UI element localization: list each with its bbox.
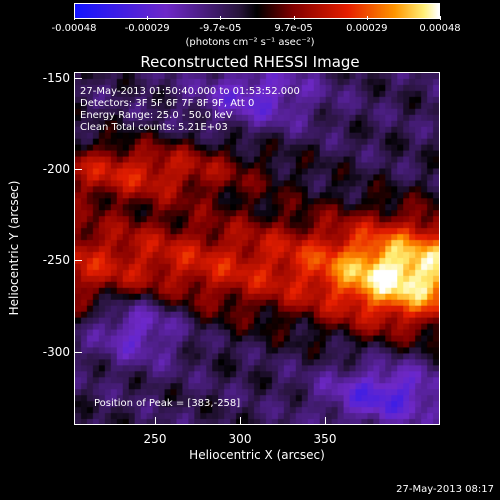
peak-position-label: Position of Peak = [383,-258]	[94, 398, 241, 409]
y-tick-label: -200	[42, 162, 70, 176]
x-tick-label: 300	[228, 432, 252, 446]
y-tick-mark	[74, 260, 82, 261]
colorbar-tick-mark	[147, 16, 149, 20]
info-detectors: Detectors: 3F 5F 6F 7F 8F 9F, Att 0	[80, 98, 255, 109]
render-timestamp: 27-May-2013 08:17	[396, 484, 494, 495]
image-plot	[74, 72, 440, 425]
colorbar-tick-mark	[440, 16, 441, 20]
info-block: 27-May-2013 01:50:40.000 to 01:53:52.000…	[80, 86, 300, 134]
colorbar-tick-label: -0.00029	[124, 23, 170, 34]
colorbar-tick-label: -9.7e-05	[199, 23, 242, 34]
colorbar-tick-label: 9.7e-05	[274, 23, 313, 34]
colorbar-tick-label: 0.00048	[419, 23, 461, 34]
colorbar-tick-label: 0.00029	[346, 23, 388, 34]
x-axis-label: Heliocentric X (arcsec)	[189, 448, 325, 462]
colorbar-tick-mark	[74, 16, 75, 20]
x-tick-mark	[240, 417, 241, 425]
y-tick-label: -150	[42, 71, 70, 85]
info-total-counts: Clean Total counts: 5.21E+03	[80, 122, 228, 133]
info-energy-range: Energy Range: 25.0 - 50.0 keV	[80, 110, 233, 121]
colorbar-units: (photons cm⁻² s⁻¹ asec⁻²)	[185, 37, 315, 48]
rhessi-image-heatmap	[75, 73, 439, 424]
colorbar-tick-label: -0.00048	[51, 23, 97, 34]
y-axis-label: Heliocentric Y (arcsec)	[7, 180, 21, 316]
x-tick-label: 250	[143, 432, 167, 446]
image-title: Reconstructed RHESSI Image	[140, 53, 360, 71]
y-tick-label: -300	[42, 345, 70, 359]
colorbar-tick-mark	[366, 16, 368, 20]
y-tick-mark	[74, 169, 82, 170]
colorbar-tick-mark	[293, 16, 295, 20]
x-tick-label: 350	[313, 432, 337, 446]
x-tick-mark	[325, 417, 326, 425]
x-tick-mark	[155, 417, 156, 425]
colorbar	[74, 3, 440, 19]
y-tick-mark	[74, 352, 82, 353]
info-time-range: 27-May-2013 01:50:40.000 to 01:53:52.000	[80, 86, 300, 97]
y-tick-mark	[74, 78, 82, 79]
y-tick-label: -250	[42, 253, 70, 267]
colorbar-tick-mark	[220, 16, 222, 20]
